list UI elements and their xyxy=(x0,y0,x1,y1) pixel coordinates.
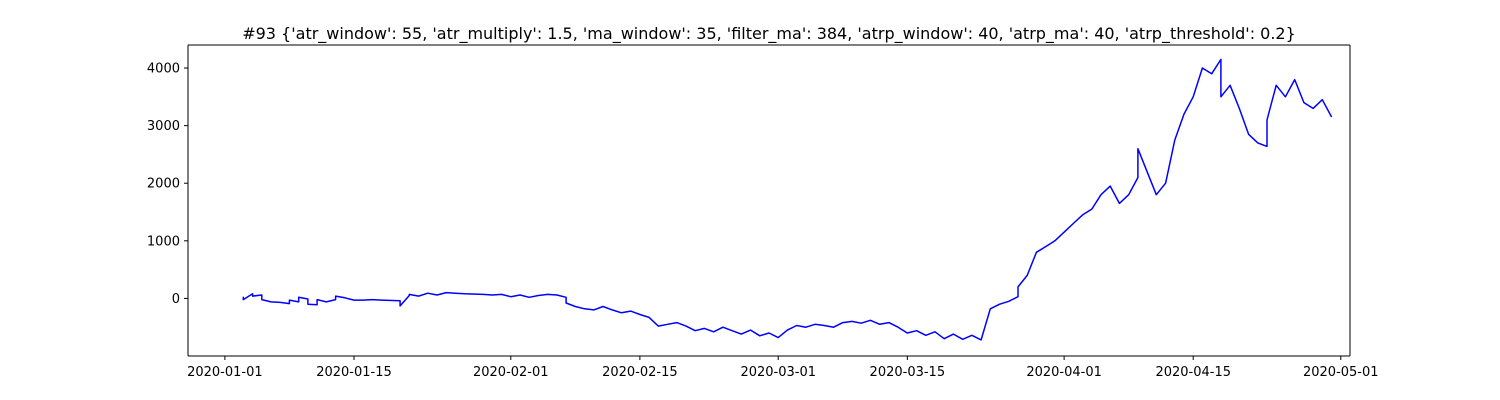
x-tick-label: 2020-03-01 xyxy=(740,365,816,380)
y-tick-label: 3000 xyxy=(147,119,180,134)
x-tick-label: 2020-04-01 xyxy=(1026,365,1102,380)
x-tick-label: 2020-01-15 xyxy=(316,365,392,380)
x-tick-label: 2020-05-01 xyxy=(1303,365,1379,380)
axes: 0 1000 2000 3000 4000 2020-01-01 2020-01-15 202… xyxy=(147,44,1379,380)
y-tick-label: 4000 xyxy=(147,62,180,77)
y-tick-label: 0 xyxy=(172,292,180,307)
y-tick-label: 1000 xyxy=(147,234,180,249)
plot-area xyxy=(242,58,1333,341)
x-tick-label: 2020-02-01 xyxy=(473,365,549,380)
chart-title: #93 {'atr_window': 55, 'atr_multiply': 1… xyxy=(242,24,1296,44)
x-tick-label: 2020-02-15 xyxy=(602,365,678,380)
x-tick-label: 2020-03-15 xyxy=(870,365,946,380)
y-tick-label: 2000 xyxy=(147,177,180,192)
x-tick-label: 2020-04-15 xyxy=(1155,365,1231,380)
x-tick-label: 2020-01-01 xyxy=(187,365,263,380)
series-line-0 xyxy=(242,58,1333,341)
